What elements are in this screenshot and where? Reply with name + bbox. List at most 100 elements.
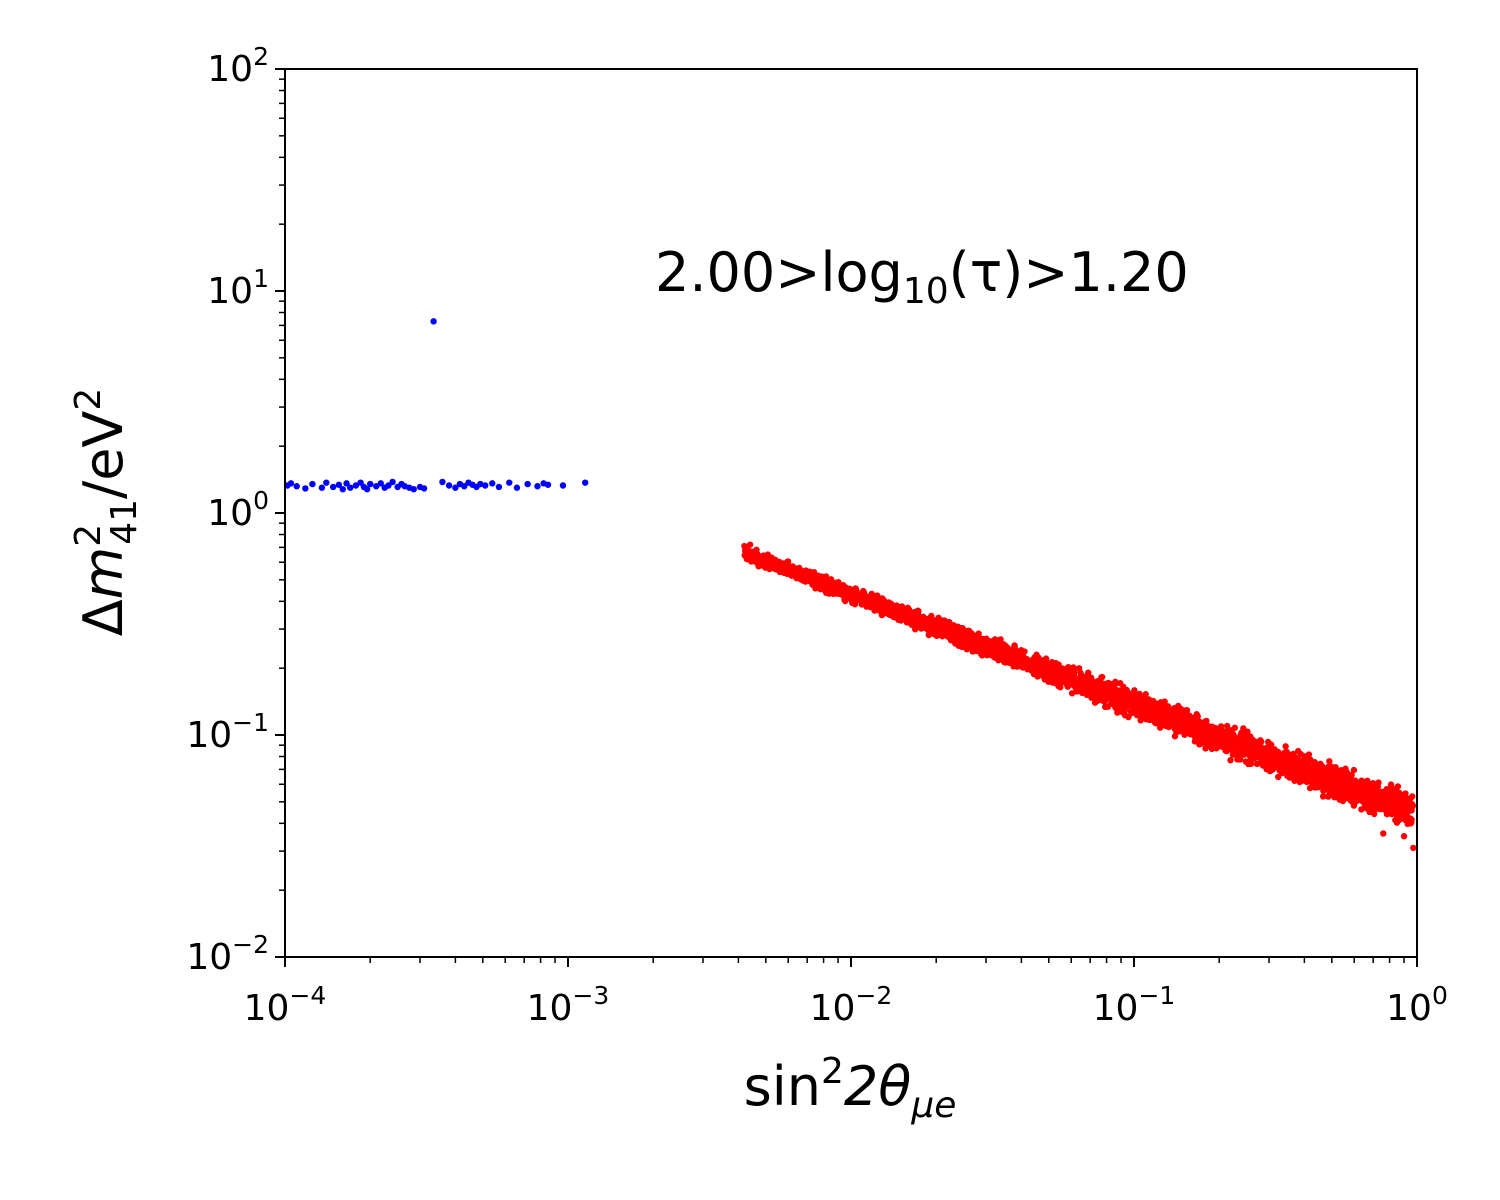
blue-point [544, 481, 552, 488]
x-axis-ticks: 10−4 10−3 10−2 10−1 100 [244, 957, 1448, 1029]
red-point [1063, 681, 1071, 689]
red-point [891, 605, 899, 612]
blue-series-points [284, 318, 589, 493]
x-axis-label-mid: 2θ [844, 1055, 911, 1118]
red-point [1247, 739, 1255, 746]
blue-point [482, 482, 489, 489]
y-tick-label-exp: −1 [232, 708, 269, 737]
red-point [1257, 738, 1265, 745]
red-point [1271, 746, 1278, 754]
blue-point [335, 481, 343, 488]
red-point [1015, 660, 1023, 668]
y-tick-label-base: 10 [207, 493, 253, 534]
red-point [940, 618, 947, 626]
red-point [1107, 695, 1115, 703]
red-point [1136, 693, 1143, 700]
red-point [789, 563, 796, 570]
red-point [1182, 722, 1189, 730]
red-point [1386, 785, 1393, 793]
red-point [1347, 785, 1354, 792]
x-tick-label-exp: −1 [1138, 981, 1175, 1010]
red-point [1240, 731, 1247, 739]
red-point [1347, 777, 1355, 784]
red-point [775, 560, 782, 567]
red-point [1223, 747, 1231, 755]
red-point [1282, 743, 1289, 750]
red-point [1202, 745, 1209, 752]
red-point [908, 612, 916, 619]
red-point [928, 620, 935, 628]
red-point [783, 558, 791, 566]
red-point [1357, 784, 1365, 792]
red-point [1287, 770, 1294, 777]
y-tick-label: 101 [207, 264, 269, 312]
red-point [1054, 675, 1061, 683]
red-point [1409, 803, 1416, 810]
red-point [1227, 756, 1234, 764]
red-point [1001, 653, 1008, 661]
red-point [753, 550, 761, 558]
red-point [1098, 679, 1105, 687]
red-point [1155, 716, 1163, 724]
red-point [1235, 753, 1242, 761]
red-point [1124, 697, 1132, 704]
red-point [994, 639, 1001, 647]
red-point [780, 569, 788, 577]
red-point [1299, 763, 1307, 770]
red-point [1098, 673, 1106, 681]
blue-point [477, 480, 484, 488]
blue-point [339, 485, 346, 493]
red-point [1171, 733, 1179, 740]
red-point [1191, 738, 1199, 745]
red-point [1392, 795, 1400, 802]
red-point [1379, 801, 1386, 809]
red-point [809, 581, 816, 588]
red-point [1208, 740, 1215, 747]
red-point [1326, 758, 1333, 765]
red-point [1399, 793, 1406, 800]
red-point [1045, 662, 1052, 670]
blue-point [347, 484, 354, 491]
red-point [898, 613, 905, 620]
red-point [1393, 815, 1401, 822]
red-point [1198, 740, 1205, 747]
red-point [1160, 700, 1168, 708]
x-tick-label: 10−2 [810, 981, 893, 1029]
red-point [1313, 768, 1320, 776]
y-axis-label-sup: 2 [68, 524, 109, 547]
red-point [1022, 659, 1030, 666]
red-point [905, 606, 913, 613]
red-point [1332, 770, 1340, 778]
red-point [1325, 768, 1333, 776]
red-point [1252, 753, 1259, 760]
red-point [1268, 752, 1275, 759]
x-tick-label: 10−3 [527, 981, 610, 1029]
red-point [1320, 787, 1327, 795]
blue-point [506, 479, 513, 486]
red-point [1191, 716, 1199, 724]
y-tick-label-exp: 1 [253, 264, 269, 293]
red-point [1240, 739, 1247, 746]
x-tick-label-base: 10 [810, 988, 856, 1029]
red-point [1175, 710, 1183, 718]
red-point [1369, 779, 1377, 787]
red-point [1137, 717, 1144, 724]
red-point [1350, 766, 1358, 774]
y-tick-label-base: 10 [186, 715, 232, 756]
red-point [1124, 689, 1131, 696]
y-axis-label-m: m [72, 547, 135, 600]
red-point [1172, 719, 1179, 727]
red-point [1110, 688, 1117, 695]
y-tick-label: 10−2 [186, 930, 269, 978]
y-axis-label-pre: Δ [72, 599, 135, 636]
blue-point [581, 479, 589, 486]
y-axis-label-sub: 41 [104, 499, 145, 545]
y-tick-label: 100 [207, 486, 269, 534]
y-tick-label-exp: −2 [232, 930, 269, 959]
x-axis-label: sin22θμe [744, 1051, 957, 1126]
red-point [1048, 676, 1056, 683]
blue-point [287, 480, 295, 487]
red-point [873, 595, 881, 602]
red-point [1184, 728, 1191, 735]
red-point [1119, 699, 1126, 706]
